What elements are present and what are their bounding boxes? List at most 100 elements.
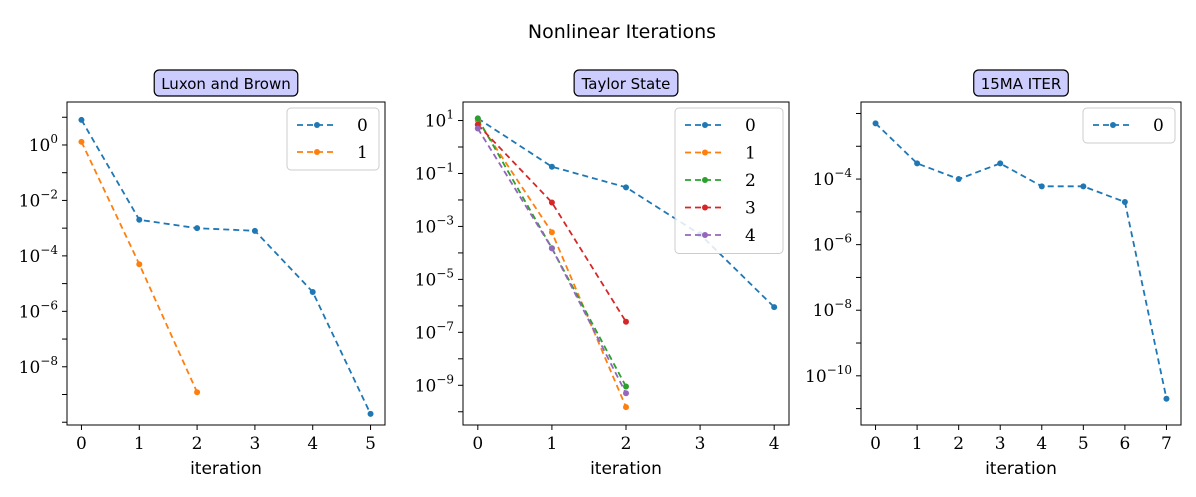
subplot-title-box: [153, 69, 299, 97]
data-point: [997, 160, 1004, 167]
x-tick-label: 2: [621, 434, 632, 454]
data-point: [136, 216, 143, 223]
x-tick-label: 1: [134, 434, 145, 454]
data-point: [872, 120, 879, 127]
y-tick-label: 10−7: [415, 319, 454, 343]
figure-title: Nonlinear Iterations: [528, 21, 716, 43]
data-point: [548, 199, 555, 206]
data-point: [548, 163, 555, 170]
x-tick-label: 2: [192, 434, 203, 454]
legend-marker: [702, 122, 708, 128]
subplot-title-text: Taylor State: [581, 75, 671, 93]
data-point: [623, 318, 629, 325]
legend: 0: [1082, 107, 1176, 144]
chart-panel-3: 0 1 2 3 4 5 6 7 10−4 10−6 10−8 10−10 0 15MA ITER itera…: [805, 69, 1182, 479]
legend: 0 1 2 3 4: [674, 107, 784, 254]
x-axis-label: iteration: [190, 459, 262, 479]
legend-marker: [702, 204, 708, 211]
y-tick-label: 10−2: [19, 187, 58, 211]
x-tick-label: 5: [1078, 434, 1089, 454]
data-point: [367, 410, 374, 417]
legend-marker: [314, 149, 320, 155]
legend: 01: [286, 107, 380, 171]
data-point: [474, 125, 481, 132]
data-point: [1163, 395, 1170, 402]
legend-marker: [1110, 122, 1116, 128]
y-tick-label: 10−5: [415, 266, 454, 290]
subplot-title-box: [573, 69, 679, 97]
x-axis-label: iteration: [985, 459, 1057, 479]
data-point: [78, 138, 85, 145]
subplot-title-box: [973, 69, 1069, 97]
subplot-title: 15MA ITER: [973, 69, 1069, 97]
series-line-2: [477, 117, 627, 387]
legend-marker: [702, 149, 708, 156]
legend-marker: [702, 177, 708, 183]
legend-label: 1: [357, 143, 368, 163]
data-point: [771, 304, 778, 311]
subplot-title: Taylor State: [573, 69, 679, 97]
data-point: [251, 227, 258, 234]
legend-marker: [702, 232, 708, 238]
series-line-3: [477, 123, 627, 323]
data-point: [136, 261, 143, 268]
x-tick-label: 2: [953, 434, 964, 454]
axes-frame: [66, 101, 386, 426]
legend-label: 3: [745, 199, 756, 219]
x-axis-label: iteration: [590, 459, 662, 479]
y-tick-label: 10−6: [19, 298, 58, 322]
x-tick-label: 7: [1161, 434, 1172, 454]
subplot-title-text: 15MA ITER: [981, 75, 1062, 93]
legend-label: 0: [1153, 116, 1164, 136]
data-point: [623, 390, 629, 397]
legend-label: 2: [745, 171, 756, 191]
y-tick-label: 100: [29, 132, 58, 156]
axes-frame: [860, 101, 1182, 426]
y-tick-label: 10−10: [805, 363, 852, 387]
series-line-0: [874, 122, 1168, 399]
y-tick-label: 10−4: [19, 243, 59, 267]
data-point: [548, 229, 555, 236]
x-tick-label: 1: [912, 434, 923, 454]
data-point: [1038, 183, 1045, 190]
legend-box: [674, 107, 784, 254]
x-tick-label: 0: [870, 434, 881, 454]
y-tick-label: 10−8: [19, 354, 58, 378]
x-tick-label: 3: [695, 434, 706, 454]
data-point: [1080, 183, 1087, 190]
legend-label: 4: [745, 226, 756, 246]
x-tick-label: 4: [307, 434, 318, 454]
chart-panel-2: 0 1 2 3 4 101 10−1 10−3 10−5 10−7 10−9 0 1 2 3 4 Taylor …: [415, 69, 790, 479]
x-tick-label: 3: [995, 434, 1006, 454]
data-point: [194, 389, 201, 396]
data-point: [1121, 198, 1128, 205]
series-line-0: [80, 119, 372, 415]
x-tick-label: 4: [769, 434, 780, 454]
data-point: [548, 245, 555, 252]
legend-label: 0: [745, 116, 756, 136]
x-tick-label: 5: [365, 434, 376, 454]
y-tick-label: 10−3: [415, 213, 454, 237]
legend-box: [286, 107, 380, 171]
x-tick-label: 0: [472, 434, 483, 454]
y-tick-label: 10−4: [813, 166, 853, 190]
data-point: [194, 225, 201, 232]
x-tick-label: 1: [546, 434, 557, 454]
data-point: [474, 115, 481, 122]
subplot-title: Luxon and Brown: [153, 69, 299, 97]
data-point: [623, 383, 629, 390]
y-tick-label: 10−8: [813, 297, 852, 321]
y-tick-label: 10−1: [415, 160, 454, 184]
data-point: [955, 176, 962, 183]
x-tick-label: 0: [76, 434, 87, 454]
y-tick-label: 10−6: [813, 232, 852, 256]
x-tick-label: 3: [249, 434, 260, 454]
legend-marker: [314, 122, 320, 128]
x-tick-label: 4: [1036, 434, 1047, 454]
x-tick-label: 6: [1119, 434, 1130, 454]
data-point: [78, 116, 85, 123]
subplot-title-text: Luxon and Brown: [161, 75, 291, 93]
